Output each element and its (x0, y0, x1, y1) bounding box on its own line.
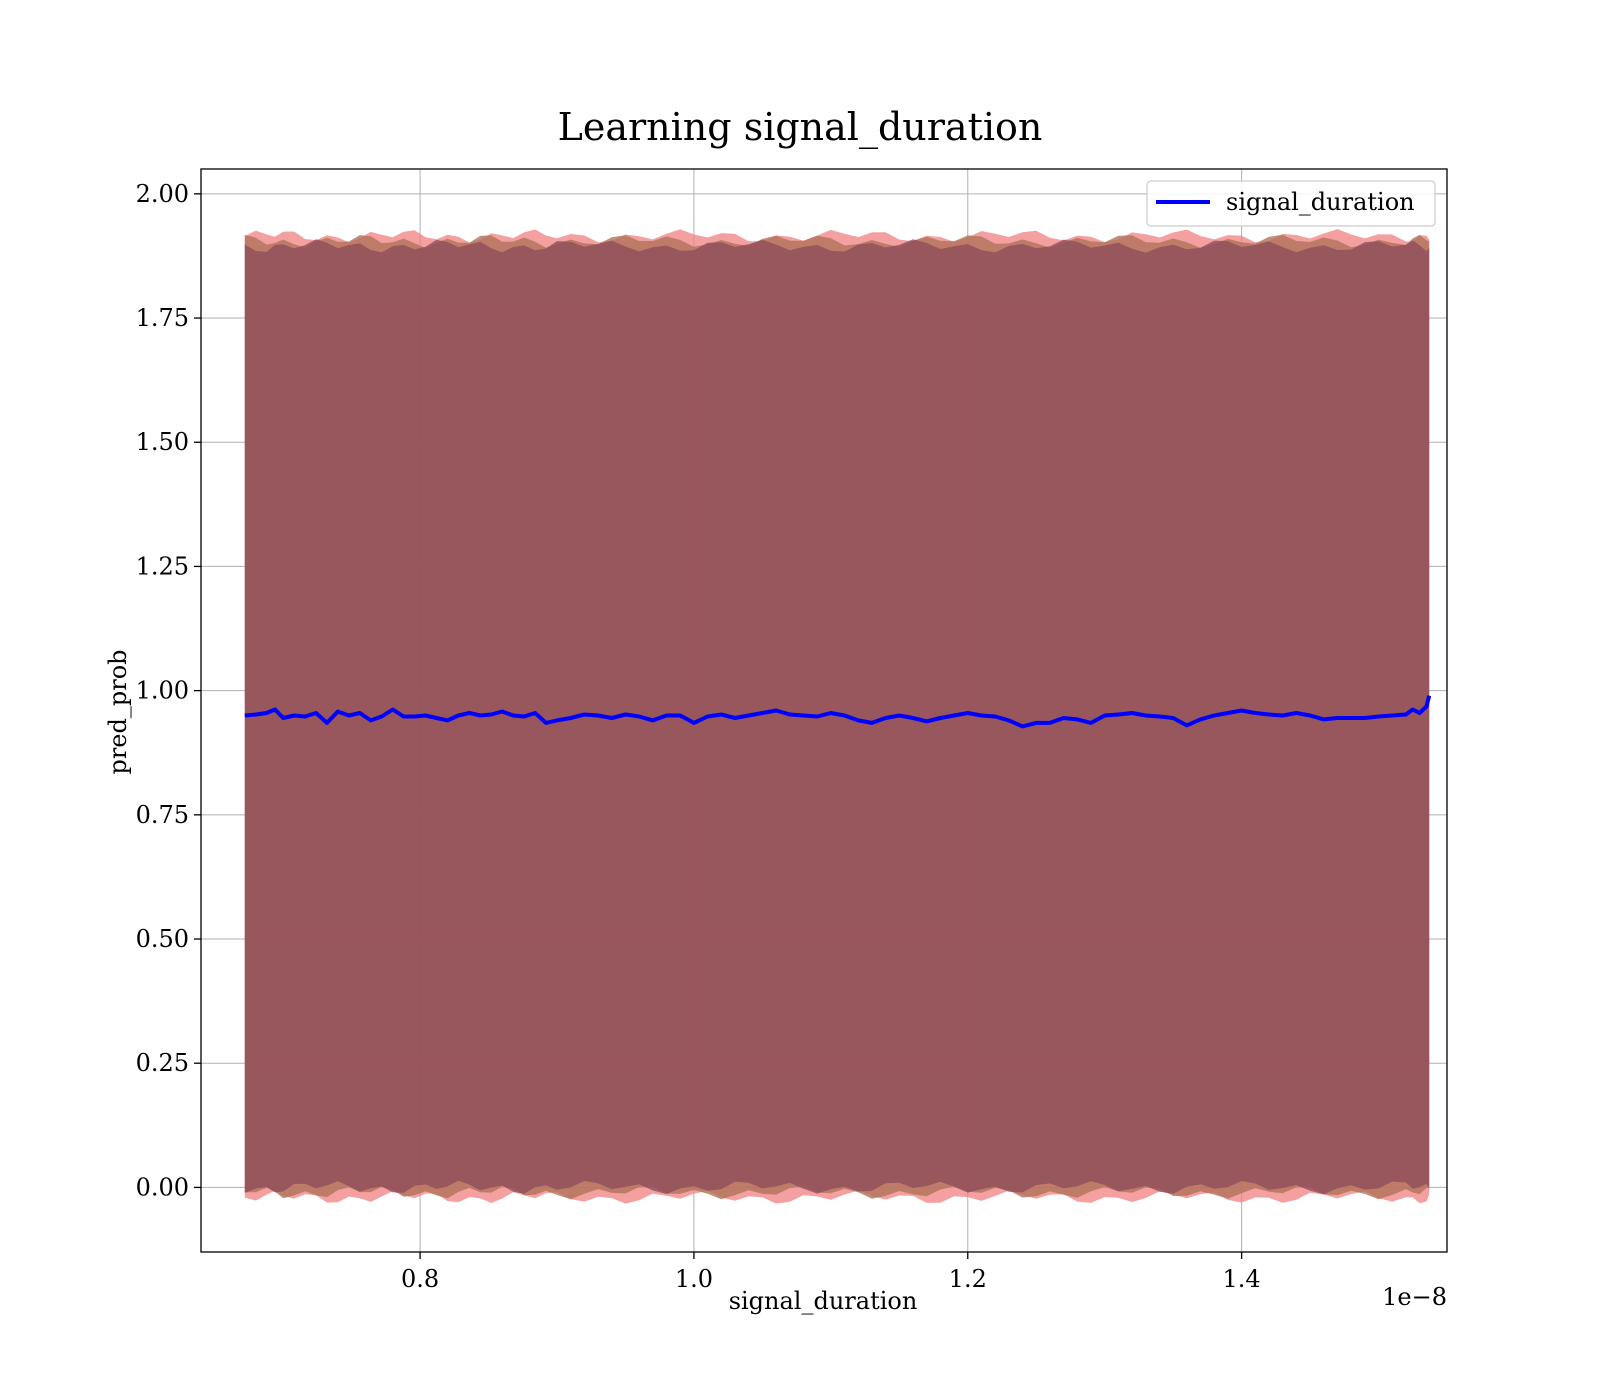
y-tick-label: 1.50 (136, 428, 189, 456)
x-tick-label: 1.4 (1223, 1265, 1261, 1293)
y-tick-label: 2.00 (136, 180, 189, 208)
x-axis-offset-label: 1e−8 (1382, 1283, 1447, 1311)
series-lines (244, 695, 1432, 729)
inner-confidence-band (244, 239, 1430, 1195)
y-tick-label: 0.25 (136, 1049, 189, 1077)
x-axis-ticks: 0.8 1.0 1.2 1.4 (401, 1252, 1261, 1293)
y-tick-label: 1.75 (136, 304, 189, 332)
y-tick-label: 1.25 (136, 552, 189, 580)
axes (200, 168, 1448, 1253)
x-tick-label: 1.2 (949, 1265, 987, 1293)
legend: signal_duration (1146, 180, 1436, 227)
chart-title: Learning signal_duration (558, 105, 1043, 150)
legend-box (1146, 180, 1436, 227)
x-tick-label: 0.8 (401, 1265, 439, 1293)
y-axis-label: pred_prob (104, 649, 132, 774)
x-axis-label: signal_duration (729, 1287, 918, 1315)
confidence-bands (244, 229, 1430, 1204)
y-axis-ticks: 0.00 0.25 0.50 0.75 1.00 1.25 1.50 1.75 2.00 (136, 180, 201, 1201)
plot-frame (200, 168, 1448, 1253)
series-line-signal_duration (244, 695, 1432, 729)
y-tick-label: 0.50 (136, 925, 189, 953)
x-tick-label: 1.0 (675, 1265, 713, 1293)
y-tick-label: 0.75 (136, 801, 189, 829)
y-tick-label: 0.00 (136, 1173, 189, 1201)
y-tick-label: 1.00 (136, 677, 189, 705)
legend-entry-label: signal_duration (1226, 188, 1415, 216)
